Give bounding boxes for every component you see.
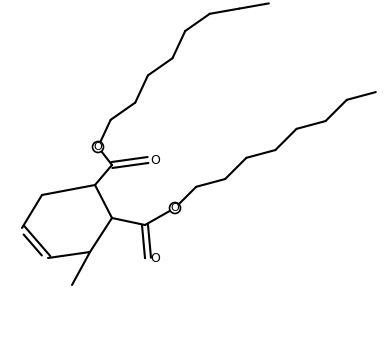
Text: O: O	[171, 203, 180, 213]
Circle shape	[170, 202, 180, 214]
Text: O: O	[150, 153, 160, 166]
Circle shape	[92, 142, 103, 152]
Text: O: O	[94, 142, 103, 152]
Text: O: O	[150, 251, 160, 264]
